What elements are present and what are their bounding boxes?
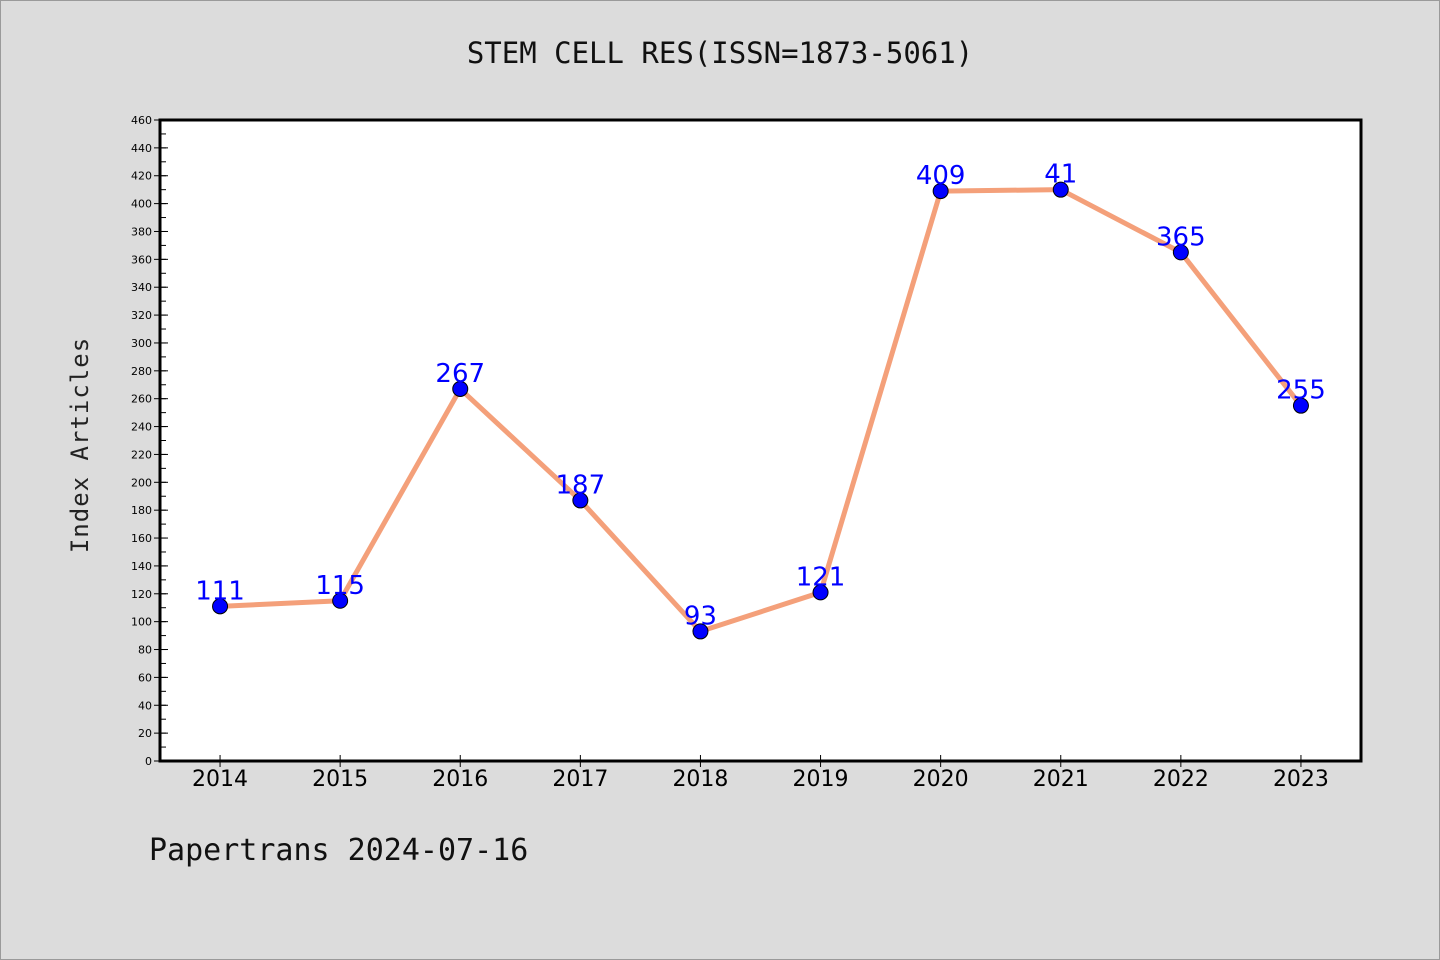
- data-label: 93: [684, 601, 717, 631]
- x-tick-label: 2016: [432, 767, 488, 792]
- data-label: 41: [1044, 160, 1077, 190]
- y-tick-label: 400: [131, 198, 152, 211]
- data-label: 187: [556, 470, 606, 500]
- y-tick-label: 160: [131, 532, 152, 545]
- x-tick-label: 2021: [1033, 767, 1089, 792]
- y-tick-label: 120: [131, 588, 152, 601]
- y-tick-label: 60: [138, 671, 152, 684]
- y-tick-label: 460: [131, 114, 152, 127]
- y-tick-label: 200: [131, 476, 152, 489]
- y-tick-label: 140: [131, 560, 152, 573]
- x-tick-label: 2019: [793, 767, 849, 792]
- series-line: [219, 187, 1303, 634]
- y-tick-label: 360: [131, 253, 152, 266]
- x-tick-label: 2015: [312, 767, 368, 792]
- x-tick-label: 2017: [552, 767, 608, 792]
- plot-frame: [158, 118, 1363, 763]
- y-tick-label: 320: [131, 309, 152, 322]
- data-point: [812, 584, 829, 601]
- data-label: 255: [1276, 376, 1326, 406]
- data-point: [452, 380, 469, 397]
- y-tick-label: 180: [131, 504, 152, 517]
- data-label: 365: [1156, 222, 1206, 252]
- plot-area: [160, 120, 1361, 761]
- y-tick-label: 20: [138, 727, 152, 740]
- chart-title: STEM CELL RES(ISSN=1873-5061): [466, 36, 974, 70]
- y-tick-label: 380: [131, 225, 152, 238]
- x-tick-label: 2014: [192, 767, 248, 792]
- data-point: [932, 183, 949, 200]
- data-point: [212, 598, 229, 615]
- y-tick-label: 260: [131, 393, 152, 406]
- x-tick-label: 2022: [1153, 767, 1209, 792]
- y-tick-label: 240: [131, 421, 152, 434]
- data-label: 409: [916, 161, 966, 191]
- data-label: 115: [315, 571, 365, 601]
- data-point: [1292, 397, 1309, 414]
- data-label: 267: [435, 359, 485, 389]
- x-tick-label: 2023: [1273, 767, 1329, 792]
- y-tick-label: 440: [131, 142, 152, 155]
- footer-text: Papertrans 2024-07-16: [149, 833, 529, 868]
- data-point: [1172, 244, 1189, 261]
- data-label: 111: [195, 576, 245, 606]
- data-point: [332, 592, 349, 609]
- y-tick-label: 220: [131, 448, 152, 461]
- y-tick-label: 420: [131, 170, 152, 183]
- x-tick-label: 2020: [913, 767, 969, 792]
- y-tick-label: 40: [138, 699, 152, 712]
- y-tick-label: 340: [131, 281, 152, 294]
- y-tick-label: 0: [145, 755, 152, 768]
- y-tick-label: 80: [138, 644, 152, 657]
- y-tick-label: 100: [131, 616, 152, 629]
- x-tick-label: 2018: [672, 767, 728, 792]
- data-point: [692, 623, 709, 640]
- y-tick-label: 300: [131, 337, 152, 350]
- data-label: 121: [796, 562, 846, 592]
- data-point: [572, 492, 589, 509]
- data-point: [1052, 181, 1069, 198]
- y-tick-label: 280: [131, 365, 152, 378]
